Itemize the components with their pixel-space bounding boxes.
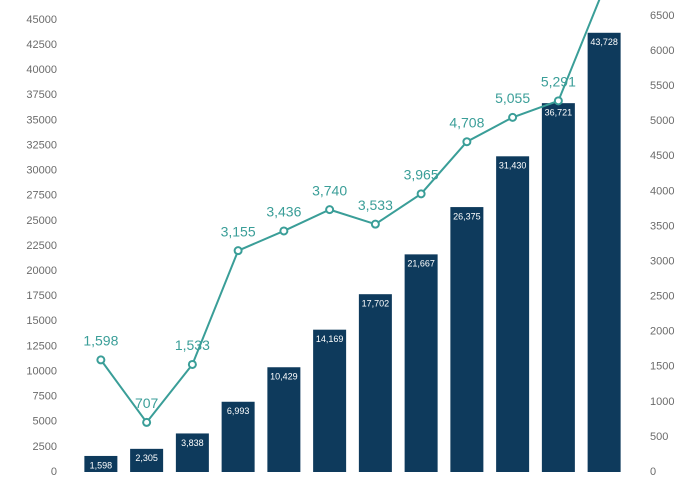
- line-value-label: 3,965: [404, 167, 439, 183]
- bar: [313, 329, 347, 472]
- bar: [496, 156, 530, 473]
- line-point: [508, 112, 518, 122]
- y-tick-label: 27500: [26, 190, 57, 202]
- line-point: [462, 137, 472, 147]
- bar: [221, 401, 255, 472]
- line-point: [279, 226, 289, 236]
- y-tick-label: 42500: [26, 39, 57, 51]
- line-point: [142, 417, 152, 427]
- line-value-label: 4,708: [449, 114, 484, 130]
- y2-tick-label: 4500: [650, 150, 674, 162]
- line-value-label: 3,436: [266, 204, 301, 220]
- bar-value-label: 43,728: [590, 37, 618, 47]
- y-tick-label: 0: [51, 466, 57, 478]
- y-tick-label: 32500: [26, 139, 57, 151]
- bar: [358, 294, 392, 472]
- y-tick-label: 12500: [26, 340, 57, 352]
- y-tick-label: 20000: [26, 265, 57, 277]
- y2-tick-label: 500: [650, 431, 668, 443]
- y2-tick-label: 6000: [650, 45, 674, 57]
- line-value-label: 3,740: [312, 182, 347, 198]
- bar: [130, 448, 164, 472]
- line-point: [187, 359, 197, 369]
- bar-value-label: 26,375: [453, 211, 481, 221]
- bar: [84, 455, 118, 472]
- line-value-label: 1,533: [175, 337, 210, 353]
- y2-tick-label: 3500: [650, 220, 674, 232]
- bar-value-label: 3,838: [181, 438, 204, 448]
- bar: [450, 207, 484, 473]
- line-value-label: 1,598: [83, 333, 118, 349]
- y-tick-label: 15000: [26, 315, 57, 327]
- bar: [175, 433, 209, 472]
- bar: [404, 254, 438, 472]
- line-value-label: 5,055: [495, 90, 530, 106]
- y2-tick-label: 5000: [650, 115, 674, 127]
- y-tick-label: 35000: [26, 114, 57, 126]
- line-value-label: 707: [135, 395, 159, 411]
- y-tick-label: 37500: [26, 89, 57, 101]
- line-point: [325, 205, 335, 215]
- y2-tick-label: 1000: [650, 396, 674, 408]
- y-tick-label: 25000: [26, 215, 57, 227]
- bar: [267, 367, 301, 472]
- line-value-label: 3,533: [358, 197, 393, 213]
- bar: [541, 103, 575, 472]
- bar-value-label: 2,305: [135, 453, 158, 463]
- bar: [587, 32, 621, 472]
- y2-tick-label: 3000: [650, 255, 674, 267]
- bar-value-label: 6,993: [227, 406, 250, 416]
- line-value-label: 5,291: [541, 74, 576, 90]
- bar-value-label: 31,430: [499, 161, 527, 171]
- line: [100, 0, 601, 425]
- y-tick-label: 45000: [26, 14, 57, 26]
- y-tick-label: 10000: [26, 365, 57, 377]
- line-value-label: 3,155: [221, 223, 256, 239]
- bar-value-label: 17,702: [362, 299, 390, 309]
- y-tick-label: 7500: [33, 391, 57, 403]
- y2-tick-label: 0: [650, 466, 656, 478]
- y-tick-label: 40000: [26, 64, 57, 76]
- bar-value-label: 14,169: [316, 334, 344, 344]
- y2-tick-label: 4000: [650, 185, 674, 197]
- bar-value-label: 10,429: [270, 372, 298, 382]
- y-tick-label: 30000: [26, 165, 57, 177]
- y-tick-label: 22500: [26, 240, 57, 252]
- bar-value-label: 36,721: [545, 108, 573, 118]
- line-point: [553, 96, 563, 106]
- line-point: [416, 189, 426, 199]
- line-point: [370, 219, 380, 229]
- bar-value-label: 1,598: [90, 460, 113, 470]
- line-point: [96, 355, 106, 365]
- y2-tick-label: 2000: [650, 326, 674, 338]
- line-point: [233, 246, 243, 256]
- y2-tick-label: 5500: [650, 80, 674, 92]
- y-tick-label: 5000: [33, 416, 57, 428]
- y-tick-label: 2500: [33, 441, 57, 453]
- y2-tick-label: 2500: [650, 291, 674, 303]
- y-tick-label: 17500: [26, 290, 57, 302]
- bar-value-label: 21,667: [407, 259, 435, 269]
- y2-tick-label: 6500: [650, 10, 674, 22]
- y2-tick-label: 1500: [650, 361, 674, 373]
